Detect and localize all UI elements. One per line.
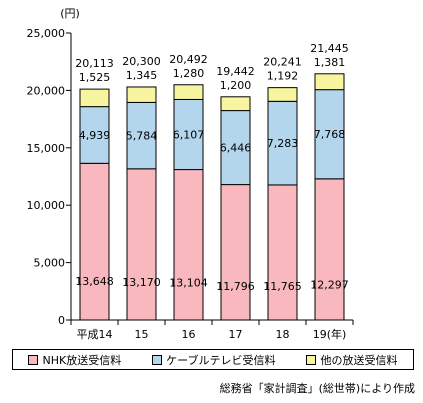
- y-unit-label: (円): [60, 7, 80, 20]
- x-tick-label: 18: [276, 328, 290, 341]
- stacked-bar-chart: (円) 0 5,000 10,000 15,000 20,000 25,000 13,64…: [27, 7, 354, 341]
- legend: NHK放送受信料 ケーブルテレビ受信料 他の放送受信料: [12, 349, 414, 370]
- data-label: 1,525: [79, 71, 111, 84]
- data-label: 6,446: [220, 142, 252, 155]
- data-label: 12,297: [310, 279, 349, 292]
- data-label: 1,280: [173, 67, 205, 80]
- data-label: 5,784: [126, 130, 158, 143]
- data-label: 1,345: [126, 69, 158, 82]
- bar-segment: [79, 106, 110, 164]
- bars: [79, 73, 345, 321]
- bar-segment: [126, 168, 157, 321]
- total-label: 20,492: [169, 53, 208, 66]
- legend-item-other: 他の放送受信料: [306, 352, 397, 368]
- data-label: 13,170: [122, 276, 161, 289]
- data-label: 13,104: [169, 276, 208, 289]
- bar-segment: [220, 184, 251, 321]
- axes: 0 5,000 10,000 15,000 20,000 25,000: [27, 27, 354, 327]
- bar-segment: [267, 87, 298, 102]
- bar-segment: [220, 110, 251, 186]
- x-tick-labels: 平成14 15 16 17 18 19(年): [77, 327, 347, 341]
- legend-label-cable: ケーブルテレビ受信料: [166, 353, 276, 367]
- data-label: 7,768: [314, 128, 346, 141]
- legend-label-other: 他の放送受信料: [320, 353, 398, 367]
- data-label: 11,765: [263, 280, 302, 293]
- y-tick-label: 20,000: [27, 84, 66, 97]
- bar-segment: [173, 169, 204, 321]
- bar-segment: [79, 88, 110, 108]
- legend-swatch-cable: [152, 354, 163, 365]
- legend-item-cable: ケーブルテレビ受信料: [152, 352, 276, 368]
- data-labels: 13,6484,9391,52520,11313,1705,7841,34520…: [75, 42, 349, 293]
- bar-segment: [126, 101, 157, 170]
- y-tick-label: 0: [58, 314, 65, 327]
- x-tick-label: 15: [135, 328, 149, 341]
- data-label: 11,796: [216, 280, 255, 293]
- data-label: 1,200: [220, 79, 252, 92]
- bar-segment: [220, 96, 251, 112]
- data-label: 7,283: [267, 137, 299, 150]
- total-label: 19,442: [216, 65, 255, 78]
- data-label: 4,939: [79, 129, 111, 142]
- bar-segment: [314, 89, 345, 180]
- bar-segment: [267, 184, 298, 321]
- bar-segment: [314, 178, 345, 321]
- x-tick-label: 16: [182, 328, 196, 341]
- bar-segment: [79, 162, 110, 321]
- bar-segment: [314, 73, 345, 91]
- x-tick-label: 19(年): [313, 327, 347, 341]
- legend-item-nhk: NHK放送受信料: [28, 352, 121, 368]
- bar-segment: [126, 86, 157, 103]
- bar-segment: [173, 84, 204, 100]
- data-label: 1,381: [314, 56, 346, 69]
- y-tick-label: 25,000: [27, 27, 66, 40]
- total-label: 20,113: [75, 57, 114, 70]
- y-tick-label: 15,000: [27, 142, 66, 155]
- y-tick-label: 5,000: [34, 257, 66, 270]
- bar-segment: [173, 98, 204, 171]
- total-label: 20,241: [263, 56, 302, 69]
- x-tick-label: 平成14: [77, 328, 113, 341]
- data-label: 6,107: [173, 129, 205, 142]
- total-label: 21,445: [310, 42, 349, 55]
- legend-label-nhk: NHK放送受信料: [42, 353, 122, 367]
- x-tick-label: 17: [229, 328, 243, 341]
- data-label: 1,192: [267, 70, 299, 83]
- total-label: 20,300: [122, 55, 161, 68]
- source-note: 総務省「家計調査」(総世帯)により作成: [219, 382, 415, 395]
- y-tick-label: 10,000: [27, 199, 66, 212]
- legend-swatch-other: [306, 354, 317, 365]
- data-label: 13,648: [75, 275, 114, 288]
- legend-swatch-nhk: [28, 354, 39, 365]
